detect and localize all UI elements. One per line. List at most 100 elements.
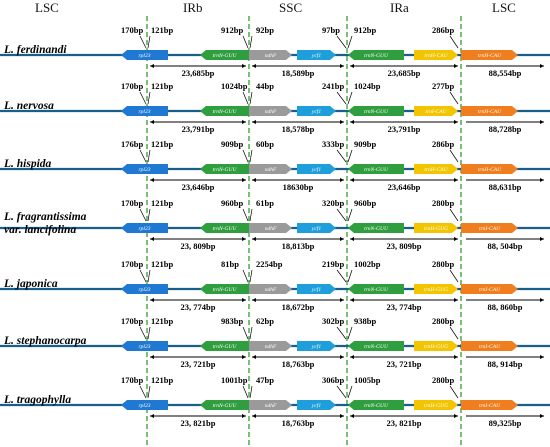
ycf1-gene bbox=[297, 341, 336, 351]
rpl23-gene bbox=[121, 284, 168, 294]
ndhf-gene bbox=[249, 106, 292, 116]
trnn-gene-ira bbox=[348, 400, 404, 410]
trnn-gene-ira bbox=[348, 284, 404, 294]
bp-trnn-ira: 912bp bbox=[354, 25, 376, 35]
species-name: L. hispida bbox=[3, 158, 52, 170]
gene-label: trnH-GUG bbox=[424, 344, 448, 350]
bp-trnn-ira: 960bp bbox=[354, 198, 376, 208]
gene-label: trnH-GUG bbox=[424, 287, 448, 293]
irb-length: 23,646bp bbox=[182, 182, 215, 192]
gene-label: ycf1 bbox=[311, 343, 321, 350]
arrow-head bbox=[454, 414, 458, 418]
ndhf-gene bbox=[249, 400, 292, 410]
bp-pointer bbox=[449, 208, 459, 222]
gene-label: trnI-CAU bbox=[479, 226, 501, 232]
bp-ndhf-ssc: 92bp bbox=[256, 25, 274, 35]
bp-rpl23-lsc: 170bp bbox=[121, 375, 143, 385]
bp-pointer bbox=[347, 269, 353, 283]
bp-pointer bbox=[449, 385, 459, 399]
ira-length: 23,646bp bbox=[388, 182, 421, 192]
gene-label: trnN-GUU bbox=[213, 53, 238, 59]
rpl23-gene bbox=[121, 50, 168, 60]
bp-trnh-ira: 280bp bbox=[432, 259, 454, 269]
gene-label: trnH-CAU bbox=[478, 53, 502, 59]
trnh-gene bbox=[414, 341, 458, 351]
gene-label: ycf1 bbox=[311, 286, 321, 293]
gene-label: ycf1 bbox=[311, 402, 321, 409]
region-headers: LSC IRb SSC IRa LSC bbox=[35, 0, 516, 15]
trnh-gene bbox=[414, 164, 458, 174]
bp-pointer bbox=[242, 326, 249, 340]
bp-pointer bbox=[249, 208, 253, 222]
arrow-head bbox=[454, 178, 458, 182]
species-variety: var. lancifolina bbox=[4, 224, 76, 236]
arrow-head bbox=[540, 355, 544, 359]
bp-pointer bbox=[449, 149, 459, 163]
ssc-length: 18630bp bbox=[283, 182, 314, 192]
arrow-head bbox=[540, 298, 544, 302]
region-label-lsc-left: LSC bbox=[35, 0, 59, 15]
gene-label: ndhF bbox=[265, 109, 277, 115]
bp-pointer bbox=[249, 149, 253, 163]
bp-pointer bbox=[347, 208, 353, 222]
trnn-gene-irb bbox=[200, 164, 249, 174]
ssc-length: 18,763bp bbox=[282, 418, 315, 428]
gene-label: rpl23 bbox=[139, 53, 151, 59]
bp-rpl23-irb: 121bp bbox=[151, 259, 173, 269]
bp-rpl23-irb: 121bp bbox=[151, 25, 173, 35]
bp-pointer bbox=[347, 91, 353, 105]
rpl23-gene bbox=[121, 106, 168, 116]
arrow-head bbox=[340, 178, 344, 182]
arrow-head bbox=[252, 64, 256, 68]
bp-ycf1-ssc: 219bp bbox=[322, 259, 344, 269]
ira-length: 23, 721bp bbox=[387, 359, 422, 369]
ndhf-gene bbox=[249, 341, 292, 351]
species-row: L. tragophylla rpl23 trnN-GUU ndhF ycf1 trnN-… bbox=[0, 375, 550, 428]
irb-length: 23, 809bp bbox=[181, 241, 216, 251]
bp-pointer bbox=[249, 326, 253, 340]
gene-label: trnH-CAU bbox=[424, 167, 448, 173]
trni-gene bbox=[461, 284, 518, 294]
region-label-ira: IRa bbox=[390, 0, 409, 15]
ndhf-gene bbox=[249, 284, 292, 294]
bp-rpl23-lsc: 170bp bbox=[121, 81, 143, 91]
irb-length: 23, 774bp bbox=[181, 302, 216, 312]
gene-label: trnN-GUU bbox=[364, 287, 389, 293]
ira-length: 23,791bp bbox=[388, 124, 421, 134]
ira-length: 23, 809bp bbox=[387, 241, 422, 251]
trnn-gene-irb bbox=[200, 50, 249, 60]
arrow-head bbox=[150, 355, 154, 359]
bp-pointer bbox=[139, 208, 147, 222]
arrow-head bbox=[340, 120, 344, 124]
gene-label: trnH-CAU bbox=[478, 109, 502, 115]
bp-trnh-ira: 286bp bbox=[432, 139, 454, 149]
bp-rpl23-lsc: 170bp bbox=[121, 198, 143, 208]
bp-rpl23-lsc: 170bp bbox=[121, 25, 143, 35]
ycf1-gene bbox=[297, 50, 336, 60]
bp-trnn-irb: 1024bp bbox=[221, 81, 248, 91]
species-row: L. hispida rpl23 trnN-GUU ndhF ycf1 trnN-GUU t… bbox=[0, 139, 550, 192]
bp-rpl23-irb: 121bp bbox=[151, 139, 173, 149]
irb-length: 23, 821bp bbox=[181, 418, 216, 428]
gene-label: trnN-GUU bbox=[364, 167, 389, 173]
trnn-gene-irb bbox=[200, 106, 249, 116]
bp-trnn-irb: 1001bp bbox=[221, 375, 248, 385]
ycf1-gene bbox=[297, 400, 336, 410]
gene-label: trnI-CAU bbox=[479, 287, 501, 293]
gene-label: ndhF bbox=[265, 344, 277, 350]
bp-pointer bbox=[249, 91, 253, 105]
trnh-gene bbox=[414, 50, 458, 60]
arrow-head bbox=[454, 120, 458, 124]
bp-pointer bbox=[242, 269, 249, 283]
bp-ycf1-ssc: 306bp bbox=[322, 375, 344, 385]
trni-gene bbox=[461, 341, 518, 351]
bp-pointer bbox=[139, 326, 147, 340]
bp-ndhf-ssc: 60bp bbox=[256, 139, 274, 149]
trnh-gene bbox=[414, 400, 458, 410]
bp-trnn-ira: 1005bp bbox=[354, 375, 381, 385]
ssc-length: 18,589bp bbox=[282, 68, 315, 78]
bp-pointer bbox=[147, 35, 151, 49]
bp-trnn-ira: 1024bp bbox=[354, 81, 381, 91]
lsc-length: 88,728bp bbox=[489, 124, 522, 134]
arrow-head bbox=[252, 178, 256, 182]
